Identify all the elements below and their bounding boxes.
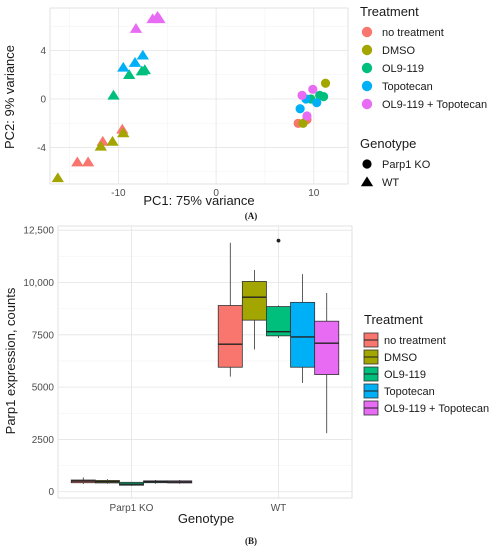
pca-point-ol9-119-ko [318, 92, 329, 102]
pca-legend-key-dmso [361, 44, 373, 56]
pca-treatment-legend: no treatment DMSO OL9-119 Topotecan OL9-119 … [361, 26, 487, 111]
pca-point-topotecan-wt [117, 61, 130, 72]
pca-legend-label-topotecan: Topotecan [382, 81, 433, 93]
pca-point-dmso-wt [106, 135, 119, 146]
pca-point-no-treatment-wt [81, 156, 95, 167]
boxplot-box-ol9-119-topotecan-wt [314, 320, 340, 375]
boxplot-legend-label-topotecan: Topotecan [384, 386, 435, 398]
pca-legend-label-ol9-119: OL9-119 [382, 63, 424, 75]
pca-point-topotecan-wt [128, 57, 142, 67]
boxplot-x-tick-label: WT [271, 503, 287, 514]
pca-y-tick-label: -4 [37, 143, 46, 154]
pca-legend-key-ol9-119-topotecan [361, 98, 373, 110]
boxplot-x-tick-label: Parp1 KO [110, 503, 154, 514]
pca-point-ol9-119-topotecan-wt [129, 23, 143, 33]
pca-legend-label-parp1-ko: Parp1 KO [382, 159, 431, 171]
boxplot-box-dmso-wt [241, 281, 267, 321]
boxplot-legend-label-ol9-119-topotecan: OL9-119 + Topotecan [384, 403, 489, 415]
pca-legend-label-dmso: DMSO [382, 45, 415, 57]
pca-legend-label-ol9-119-topotecan: OL9-119 + Topotecan [382, 99, 487, 111]
pca-point-ol9-119-wt [138, 64, 151, 75]
pca-point-topotecan-ko [295, 104, 305, 114]
pca-x-tick-label: 10 [308, 188, 320, 199]
pca-point-dmso-wt [51, 172, 64, 183]
expression-boxplot-panel: 0 2500 5000 7500 10,000 12,500 Parp1 KO WT Geno… [3, 226, 489, 546]
boxplot-y-axis-label: Parp1 expression, counts [3, 287, 18, 434]
pca-y-tick-label: 0 [40, 95, 46, 106]
boxplot-y-tick-label: 12,500 [23, 226, 54, 237]
boxplot-legend-title: Treatment [364, 312, 423, 327]
pca-legend-key-no-treatment [361, 26, 373, 38]
pca-legend-key-topotecan [361, 80, 373, 92]
pca-legend-key-parp1-ko [362, 159, 372, 169]
pca-legend-label-wt: WT [382, 177, 399, 189]
boxplot-y-tick-label: 5000 [32, 383, 55, 394]
pca-genotype-legend: Parp1 KO WT [360, 159, 431, 189]
pca-x-tick-label: -10 [111, 188, 126, 199]
boxplot-box-topotecan-wt [290, 301, 316, 368]
pca-point-dmso-ko [320, 78, 331, 88]
boxplot-y-tick-label: 10,000 [23, 278, 54, 289]
pca-legend-key-wt [360, 176, 374, 187]
pca-point-ol9-119-topotecan-ko [308, 84, 318, 94]
pca-points [51, 10, 331, 183]
pca-legend-treatment-title: Treatment [360, 4, 419, 19]
boxplot-outlier-ol9-119-wt [276, 238, 281, 243]
boxplot-boxes [70, 238, 340, 486]
pca-tick-labels: -10 0 10 -4 0 4 [37, 46, 320, 199]
boxplot-tick-labels: 0 2500 5000 7500 10,000 12,500 Parp1 KO WT [23, 226, 286, 514]
pca-point-topotecan-ko [312, 98, 322, 108]
boxplot-x-axis-label: Genotype [178, 511, 234, 526]
pca-point-ol9-119-wt [107, 89, 120, 100]
pca-point-topotecan-wt [136, 49, 149, 60]
panel-letter-b: (B) [245, 536, 257, 546]
pca-point-dmso-wt [117, 127, 130, 138]
boxplot-legend-label-dmso: DMSO [384, 352, 417, 364]
boxplot-box-no-treatment-wt [217, 305, 243, 368]
pca-point-ol9-119-wt [122, 69, 136, 79]
pca-point-dmso-wt [94, 140, 107, 151]
pca-legend-genotype-title: Genotype [360, 136, 416, 151]
boxplot-legend-label-no-treatment: no treatment [384, 335, 446, 347]
boxplot-y-tick-label: 2500 [32, 435, 55, 446]
boxplot-y-tick-label: 0 [48, 487, 54, 498]
pca-legend-label-no-treatment: no treatment [382, 27, 444, 39]
boxplot-y-tick-label: 7500 [32, 330, 55, 341]
boxplot-legend-label-ol9-119: OL9-119 [384, 369, 426, 381]
pca-y-axis-label: PC2: 9% variance [2, 45, 17, 149]
pca-x-tick-label: 0 [213, 188, 219, 199]
pca-legend-key-ol9-119 [361, 62, 373, 74]
pca-scatter-panel: -10 0 10 -4 0 4 PC1: 75% variance PC2: 9% var… [2, 4, 487, 221]
panel-letter-a: (A) [245, 211, 258, 221]
pca-point-no-treatment-wt [71, 156, 84, 167]
pca-point-ol9-119-topotecan-ko [302, 111, 312, 121]
pca-x-axis-label: PC1: 75% variance [143, 193, 254, 208]
boxplot-treatment-legend: no treatment DMSO OL9-119 Topotecan OL9-119 … [363, 332, 489, 416]
pca-point-dmso-ko [298, 118, 308, 128]
pca-point-ol9-119-topotecan-wt [153, 13, 166, 24]
pca-y-tick-label: 4 [40, 46, 46, 57]
pca-point-ol9-119-topotecan-ko [297, 90, 307, 100]
